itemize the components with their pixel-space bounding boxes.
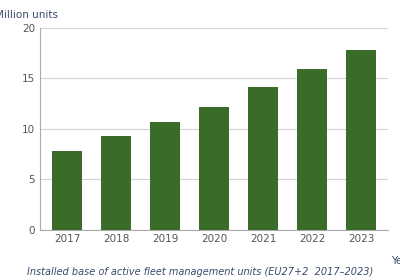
Bar — [297, 69, 327, 230]
Bar — [52, 151, 82, 230]
Text: Installed base of active fleet management units (EU27+2  2017–2023): Installed base of active fleet managemen… — [27, 267, 373, 277]
Bar — [199, 107, 229, 230]
Text: Million units: Million units — [0, 10, 58, 20]
Text: Year: Year — [392, 256, 400, 266]
Bar — [150, 122, 180, 230]
Bar — [248, 87, 278, 230]
Bar — [101, 136, 131, 230]
Bar — [346, 50, 376, 230]
